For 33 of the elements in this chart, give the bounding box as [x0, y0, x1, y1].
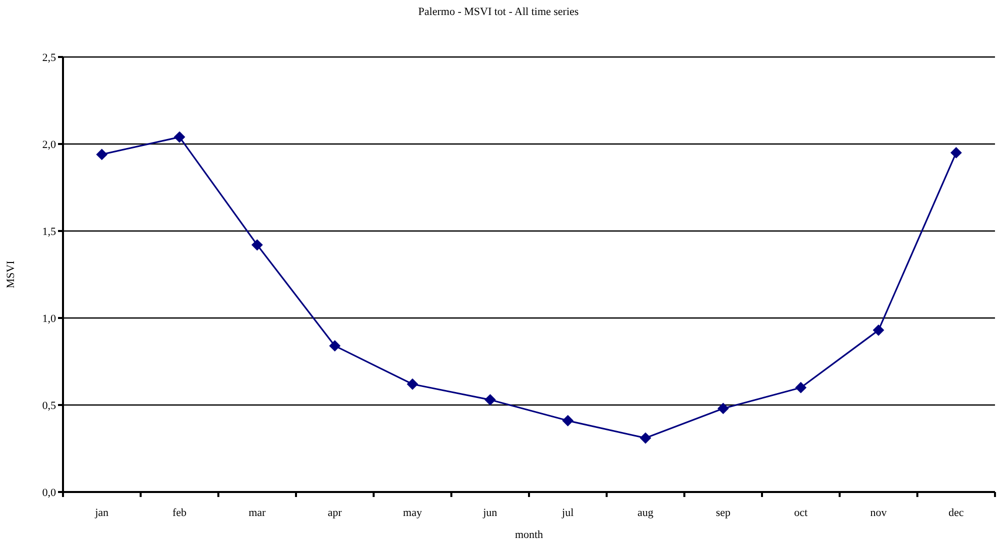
x-tick-label: sep: [716, 507, 731, 519]
y-tick-label: 1,5: [42, 226, 56, 238]
y-tick-label: 2,5: [42, 52, 56, 64]
point: [873, 324, 884, 336]
y-tick-label: 0,5: [42, 400, 56, 412]
y-tick-label: 0,0: [42, 486, 56, 499]
x-tick-label: jan: [94, 507, 110, 519]
x-tick-label: feb: [172, 507, 188, 519]
point: [795, 382, 806, 394]
x-tick-label: dec: [948, 507, 964, 519]
x-axis-title: month: [514, 529, 544, 541]
y-tick-label: 1,0: [42, 312, 56, 325]
x-tick-label: may: [403, 507, 422, 519]
point: [174, 132, 185, 143]
y-tick-label: 2,0: [42, 138, 56, 151]
x-tick-label: apr: [328, 507, 342, 519]
point: [562, 415, 574, 426]
x-tick-label: aug: [638, 507, 654, 519]
point: [640, 432, 651, 444]
x-tick-label: oct: [794, 507, 808, 519]
point: [718, 402, 729, 414]
point: [329, 340, 340, 352]
chart-title: Palermo - MSVI tot - All time series: [417, 6, 580, 18]
x-tick-label: nov: [870, 507, 888, 519]
y-axis-title: MSVI: [4, 260, 17, 288]
x-tick-label: jun: [482, 507, 498, 519]
point: [950, 147, 962, 158]
x-tick-label: mar: [248, 507, 266, 519]
point: [407, 378, 418, 390]
x-tick-label: jul: [561, 507, 574, 519]
point: [252, 239, 263, 250]
point: [484, 394, 496, 406]
point: [96, 148, 108, 160]
